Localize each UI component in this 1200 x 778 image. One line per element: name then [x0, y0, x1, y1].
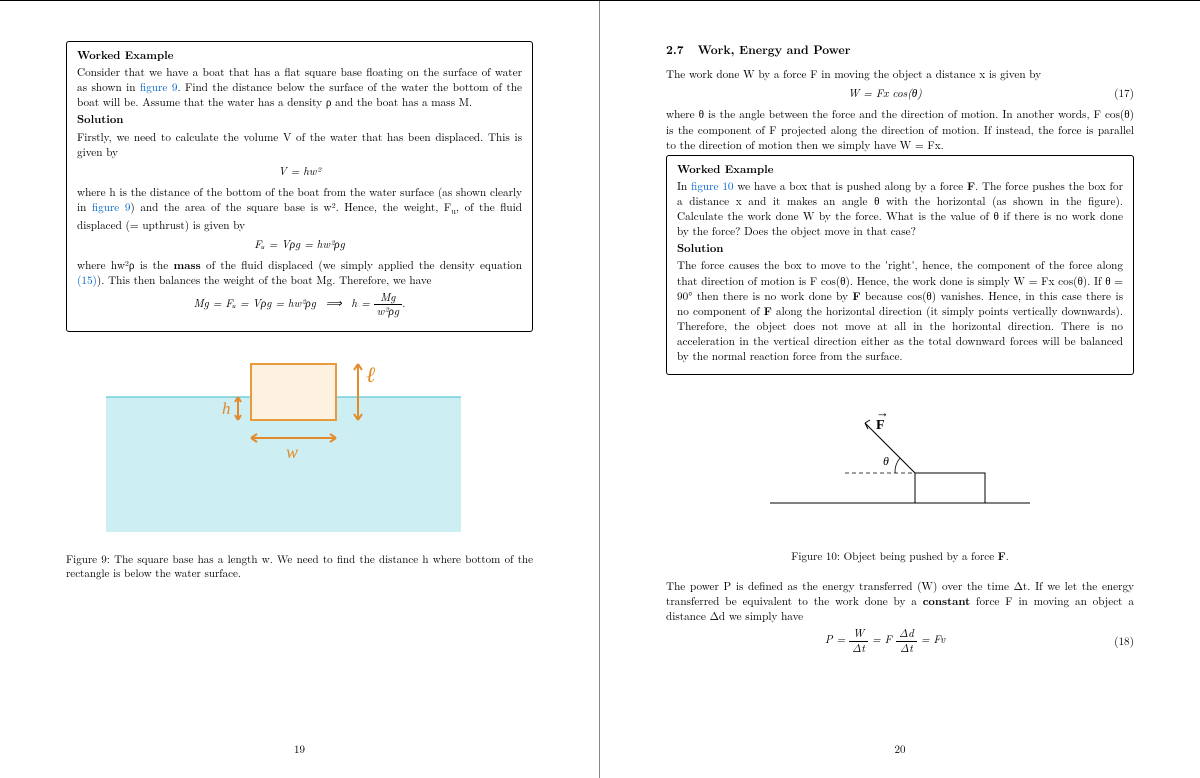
l-label: ℓ — [366, 362, 376, 387]
body-paragraph: The work done W by a force F in moving t… — [666, 67, 1134, 82]
solution-paragraph: where hw²ρ is the mass of the fluid disp… — [77, 258, 522, 288]
boat-diagram: ℓ h w — [66, 342, 534, 542]
force-label-text: F — [876, 418, 885, 433]
pushed-box — [915, 473, 985, 503]
equation-18: P = WΔt = F ΔdΔt = Fv (18) — [666, 628, 1134, 653]
example-paragraph: In figure 10 we have a box that is pushe… — [677, 179, 1123, 239]
figure-10-caption: Figure 10: Object being pushed by a forc… — [666, 550, 1134, 565]
example-paragraph: Consider that we have a boat that has a … — [77, 65, 522, 110]
box-title: Worked Example — [77, 47, 174, 63]
box-title: Worked Example — [677, 161, 774, 177]
page-number: 19 — [0, 743, 599, 758]
solution-paragraph: Firstly, we need to calculate the volume… — [77, 130, 522, 160]
equation: Fᵤ = Vρg = hw²ρg — [77, 237, 522, 252]
fraction: Mgw²ρg — [374, 292, 402, 317]
section-heading: 2.7Work, Energy and Power — [666, 41, 1134, 57]
body-paragraph: The power P is defined as the energy tra… — [666, 579, 1134, 624]
worked-example-box: Worked Example Consider that we have a b… — [66, 41, 533, 332]
fraction: ΔdΔt — [896, 628, 917, 653]
solution-label: Solution — [77, 111, 123, 127]
w-label: w — [286, 442, 298, 462]
theta-label: θ — [883, 454, 889, 468]
page-19: Worked Example Consider that we have a b… — [0, 1, 600, 778]
page-20: 2.7Work, Energy and Power The work done … — [600, 1, 1200, 778]
angle-arc — [895, 458, 900, 473]
solution-paragraph: where h is the distance of the bottom of… — [77, 185, 522, 233]
figure-link[interactable]: figure 9 — [140, 79, 177, 95]
figure-link[interactable]: figure 9 — [92, 199, 131, 215]
page-spread: Worked Example Consider that we have a b… — [0, 0, 1200, 778]
solution-label: Solution — [677, 240, 723, 256]
equation: V = hw² — [77, 164, 522, 179]
equation: Mg = Fᵤ = Vρg = hw²ρg ⟹ h = Mgw²ρg. — [77, 292, 522, 317]
equation-17: W = Fx cos(θ) (17) — [666, 86, 1134, 101]
solution-paragraph: The force causes the box to move to the … — [677, 258, 1123, 364]
force-arrow — [865, 420, 915, 473]
force-diagram: → F θ — [750, 393, 1050, 528]
figure-9-caption: Figure 9: The square base has a length w… — [66, 553, 533, 583]
body-paragraph: where θ is the angle between the force a… — [666, 107, 1134, 152]
figure-9: ℓ h w — [66, 342, 533, 546]
equation-link[interactable]: (15) — [77, 272, 97, 288]
fraction: WΔt — [849, 628, 868, 653]
figure-link[interactable]: figure 10 — [691, 178, 733, 194]
page-number: 20 — [600, 743, 1200, 758]
worked-example-box: Worked Example In figure 10 we have a bo… — [666, 155, 1134, 375]
h-label: h — [222, 399, 231, 418]
boat-rect — [251, 364, 336, 420]
figure-10: → F θ — [666, 393, 1134, 532]
